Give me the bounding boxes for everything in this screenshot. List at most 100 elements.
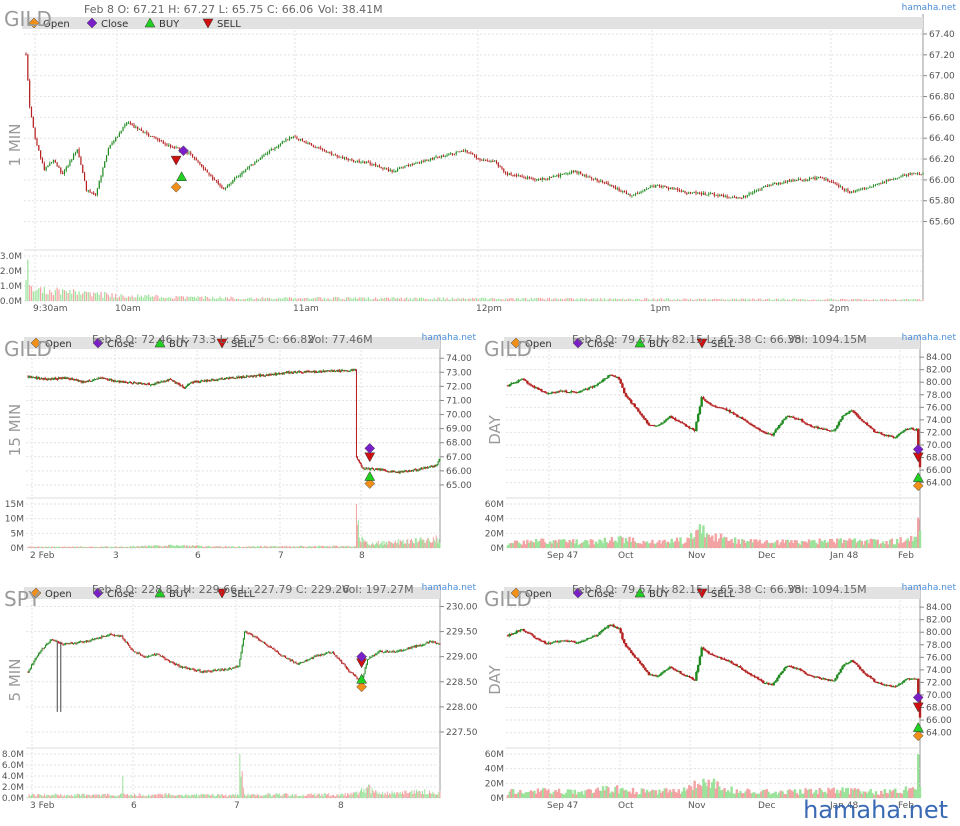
candle-body: [53, 378, 55, 380]
volume-bar: [552, 299, 554, 301]
volume-bar: [297, 546, 299, 548]
volume-bar: [327, 794, 329, 798]
volume-bar: [242, 787, 244, 798]
volume-bar: [407, 299, 410, 301]
candle-body: [129, 645, 131, 648]
volume-bar: [177, 296, 179, 301]
source-label: hamaha.net: [422, 583, 477, 593]
candle-body: [711, 404, 714, 406]
volume-bar: [190, 795, 192, 798]
candle-body: [617, 376, 621, 380]
candle-body: [29, 376, 31, 378]
candle-body: [536, 179, 538, 181]
candle-body: [115, 635, 117, 637]
candle-body: [355, 369, 357, 371]
volume-bar: [451, 297, 454, 301]
volume-bar: [640, 299, 642, 301]
candle-body: [379, 650, 381, 652]
volume-bar: [234, 794, 236, 798]
candle-body: [880, 432, 883, 434]
candle-body: [202, 166, 205, 169]
volume-bar: [569, 298, 571, 301]
candle-body: [832, 430, 835, 432]
volume-bar: [123, 793, 125, 798]
candle-body: [672, 418, 675, 420]
candle-body: [86, 641, 88, 643]
candle-body: [233, 377, 235, 379]
volume-bar: [110, 547, 112, 548]
volume-bar: [898, 299, 900, 301]
volume-bar: [847, 299, 849, 301]
candle-body: [270, 646, 272, 649]
candle-body: [407, 648, 409, 650]
volume-bar: [398, 544, 400, 548]
candle-body: [102, 636, 104, 638]
candle-body: [271, 374, 273, 376]
volume-bar: [112, 795, 114, 798]
candle-body: [216, 379, 218, 381]
volume-bar: [127, 296, 130, 301]
candle-body: [377, 652, 379, 654]
volume-bar: [72, 546, 74, 548]
volume-bar: [351, 546, 353, 548]
volume-bar: [81, 793, 83, 798]
candle-body: [707, 402, 710, 404]
candle-body: [427, 642, 429, 644]
volume-tick-label: 0M: [11, 544, 25, 554]
candle-body: [755, 427, 758, 429]
volume-bar: [306, 546, 308, 548]
volume-bar: [397, 792, 399, 798]
candle-body: [27, 671, 29, 673]
candle-body: [534, 637, 538, 639]
volume-bar: [430, 542, 432, 548]
candle-body: [303, 661, 305, 663]
volume-bar: [390, 794, 392, 798]
candle-body: [64, 377, 66, 379]
candle-body: [241, 645, 243, 653]
volume-bar: [153, 545, 155, 548]
candle-body: [266, 374, 268, 376]
volume-bar: [208, 794, 210, 798]
candle-body: [191, 382, 193, 384]
volume-bar: [181, 545, 183, 548]
volume-bar: [755, 539, 758, 548]
volume-bar: [580, 297, 582, 301]
volume-bar: [207, 794, 209, 798]
candle-body: [192, 668, 194, 670]
candle-body: [316, 147, 318, 149]
volume-bar: [651, 299, 653, 301]
candle-body: [550, 176, 552, 178]
candle-body: [505, 171, 507, 174]
candle-body: [39, 378, 41, 380]
candle-body: [264, 375, 266, 377]
volume-bar: [570, 298, 573, 301]
candle-body: [308, 659, 310, 661]
volume-bar: [38, 794, 40, 798]
candle-body: [403, 471, 405, 473]
volume-bar: [93, 547, 95, 548]
volume-bar: [335, 796, 337, 798]
volume-bar: [348, 793, 350, 798]
candle-body: [594, 635, 598, 637]
y-tick-label: 66.00: [929, 176, 955, 186]
volume-bar: [270, 545, 272, 548]
candle-body: [746, 420, 749, 423]
volume-bar: [362, 538, 364, 548]
candle-body: [252, 164, 254, 166]
candle-body: [112, 634, 114, 636]
volume-bar: [219, 795, 221, 798]
volume-bar: [301, 546, 303, 548]
volume-bar: [578, 543, 582, 548]
volume-bar: [47, 794, 49, 798]
candle-body: [693, 191, 695, 193]
candle-body: [753, 190, 756, 193]
candle-body: [75, 379, 77, 381]
candle-body: [668, 416, 672, 418]
candle-body: [237, 666, 239, 668]
legend-buy-icon: [154, 337, 166, 348]
volume-bar: [440, 299, 443, 301]
volume-bar: [322, 795, 324, 798]
candle-body: [41, 378, 43, 380]
candle-body: [393, 171, 395, 173]
source-label: hamaha.net: [422, 333, 477, 343]
